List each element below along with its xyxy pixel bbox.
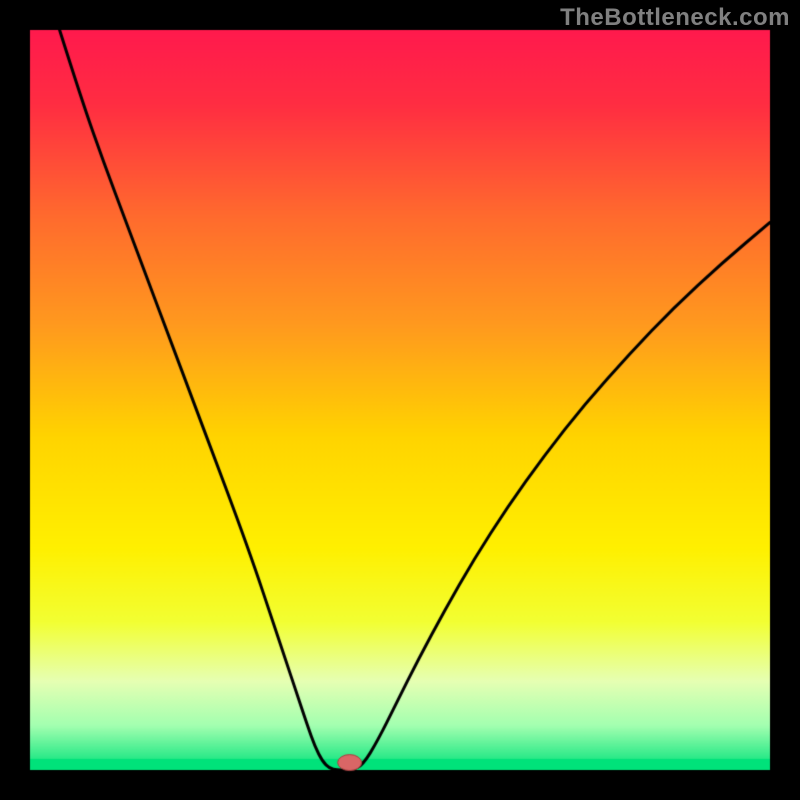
watermark-label: TheBottleneck.com	[560, 4, 790, 32]
chart-container: TheBottleneck.com	[0, 0, 800, 800]
bottleneck-chart	[0, 0, 800, 800]
